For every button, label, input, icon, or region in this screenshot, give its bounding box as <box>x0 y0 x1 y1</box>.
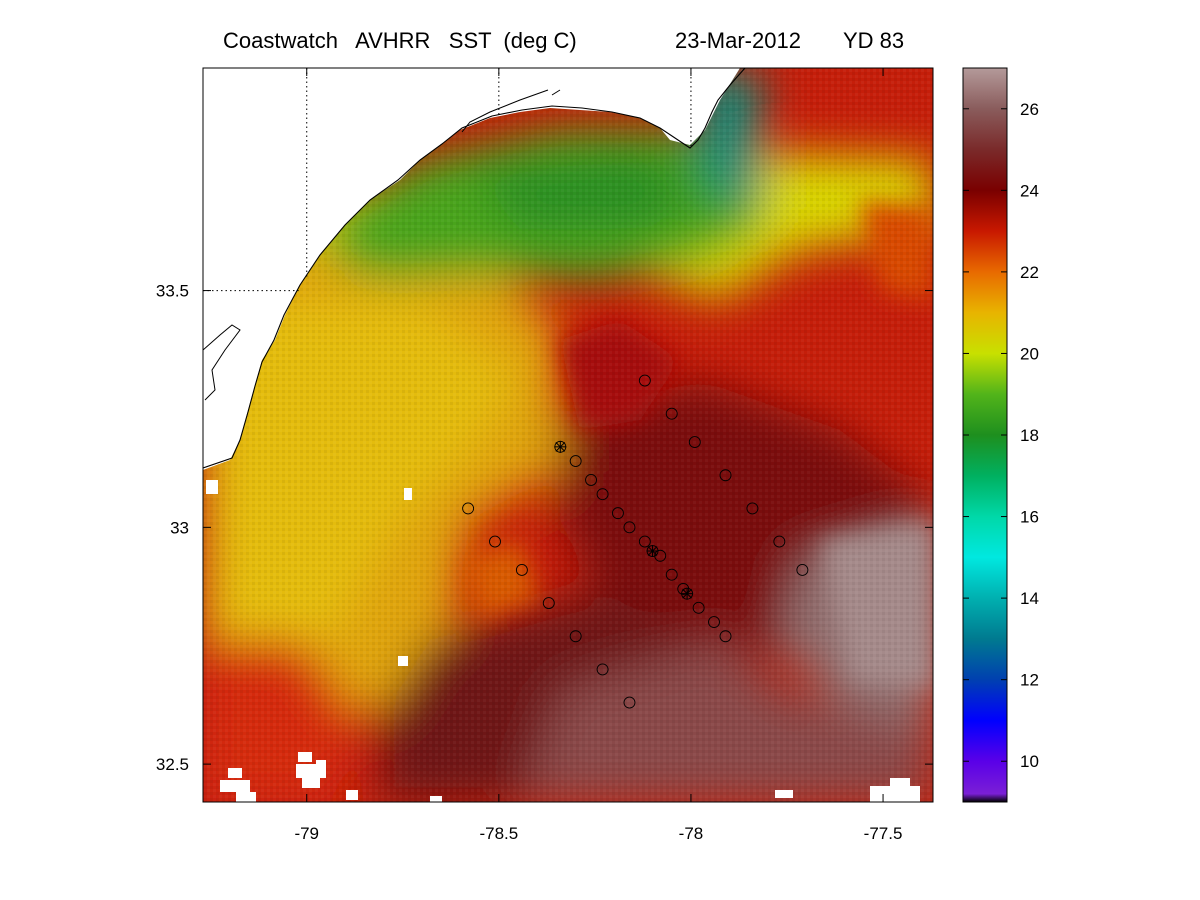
station-marker <box>665 568 678 581</box>
y-tick-label: 32.5 <box>156 755 189 774</box>
colorbar-ticks <box>963 108 1007 762</box>
colorbar-tick-label: 20 <box>1020 344 1039 363</box>
station-marker <box>611 507 624 520</box>
station-markers <box>462 374 809 709</box>
station-marker <box>719 630 732 643</box>
y-tick-label: 33 <box>170 518 189 537</box>
colorbar-tick-label: 24 <box>1020 181 1039 200</box>
x-tick-label: -79 <box>294 824 319 843</box>
station-marker <box>692 601 705 614</box>
x-tick-label: -77.5 <box>864 824 903 843</box>
station-marker <box>665 407 678 420</box>
map-title: Coastwatch AVHRR SST (deg C) 23-Mar-2012… <box>0 28 1200 58</box>
station-marker <box>773 535 786 548</box>
title-product: Coastwatch AVHRR SST (deg C) <box>223 28 577 53</box>
inlet-outline <box>203 324 241 401</box>
station-star-marker <box>646 545 659 558</box>
coastline <box>203 68 746 469</box>
station-marker <box>746 502 759 515</box>
land-mass <box>203 68 740 470</box>
station-marker <box>596 488 609 501</box>
colorbar-tick-label: 26 <box>1020 100 1039 119</box>
colorbar: 10 12 14 16 18 20 22 24 26 <box>962 67 1039 803</box>
station-marker <box>677 582 690 595</box>
y-tick-label: 33.5 <box>156 282 189 301</box>
station-marker <box>489 535 501 548</box>
station-star-marker <box>681 587 694 600</box>
colorbar-tick-label: 22 <box>1020 263 1039 282</box>
station-marker <box>796 564 809 576</box>
x-tick-label: -78.5 <box>479 824 518 843</box>
colorbar-tick-label: 14 <box>1020 589 1039 608</box>
x-tick-label: -78 <box>679 824 704 843</box>
station-marker <box>569 630 582 643</box>
station-marker <box>719 469 732 482</box>
station-marker <box>569 455 582 467</box>
title-date: 23-Mar-2012 <box>675 28 801 53</box>
station-marker <box>638 374 651 387</box>
colorbar-tick-label: 18 <box>1020 426 1039 445</box>
station-star-marker <box>554 440 567 453</box>
station-marker <box>515 564 528 576</box>
colorbar-tick-label: 12 <box>1020 671 1039 690</box>
station-marker <box>623 696 636 709</box>
sst-image <box>203 68 933 802</box>
station-marker <box>462 502 475 515</box>
colorbar-tick-label: 10 <box>1020 752 1039 771</box>
title-yearday: YD 83 <box>843 28 905 53</box>
colorbar-tick-label: 16 <box>1020 508 1039 527</box>
barrier-island <box>461 89 561 133</box>
station-marker <box>623 521 636 534</box>
cloud-mask <box>206 480 920 802</box>
station-marker <box>585 474 598 486</box>
gridlines <box>203 68 692 292</box>
map-tick-labels: -79 -78.5 -78 -77.5 33.5 33 32.5 <box>156 282 903 843</box>
map-frame <box>202 67 934 803</box>
station-marker <box>638 535 651 548</box>
station-marker <box>688 436 701 449</box>
station-marker <box>654 549 667 562</box>
colorbar-tick-labels: 10 12 14 16 18 20 22 24 26 <box>1020 100 1039 771</box>
map-ticks <box>203 68 933 802</box>
station-marker <box>708 616 720 629</box>
station-marker <box>596 663 609 676</box>
station-marker <box>542 597 555 610</box>
colorbar-gradient <box>963 68 1007 802</box>
